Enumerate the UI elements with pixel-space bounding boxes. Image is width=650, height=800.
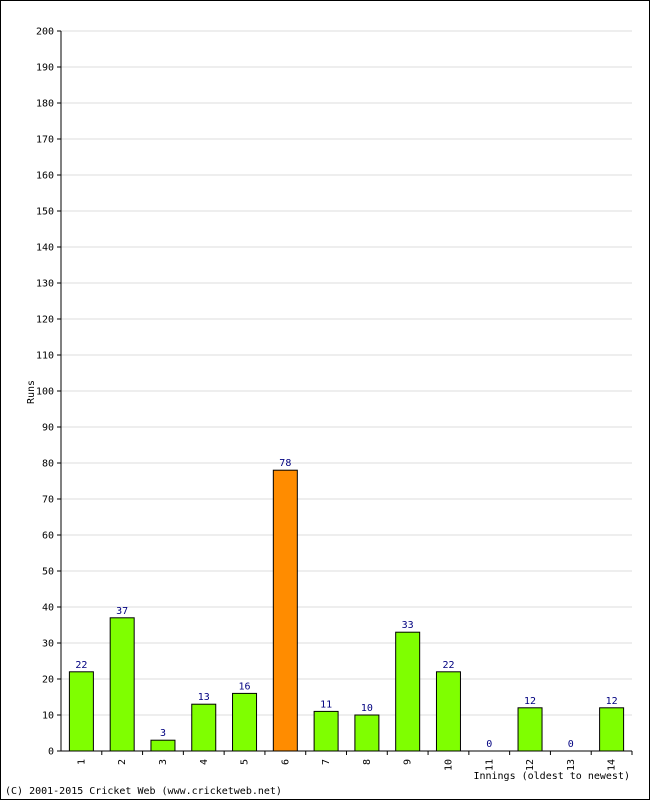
x-tick-label: 14 <box>607 759 618 771</box>
data-label: 12 <box>524 696 536 707</box>
y-tick-label: 170 <box>36 135 54 146</box>
y-tick-label: 30 <box>42 639 54 650</box>
x-tick-label: 10 <box>443 759 454 771</box>
data-label: 33 <box>402 620 414 631</box>
x-tick-label: 5 <box>240 759 251 765</box>
bar <box>435 671 461 752</box>
y-tick-label: 60 <box>42 531 54 542</box>
y-tick-label: 200 <box>36 27 54 38</box>
y-tick-label: 100 <box>36 387 54 398</box>
bar <box>599 707 625 752</box>
data-label: 37 <box>116 606 128 617</box>
bar <box>395 631 421 752</box>
x-tick-label: 3 <box>158 759 169 765</box>
bar <box>313 710 339 752</box>
y-tick-label: 20 <box>42 675 54 686</box>
y-tick-label: 140 <box>36 243 54 254</box>
data-labels: 22 37 3 13 16 78 11 10 33 22 0 12 0 12 <box>75 458 617 750</box>
bar <box>517 707 543 752</box>
x-tick-label: 12 <box>525 759 536 771</box>
x-tick-label: 4 <box>199 759 210 765</box>
bar <box>272 469 298 752</box>
grid-lines <box>61 30 632 716</box>
y-tick-label: 180 <box>36 99 54 110</box>
x-tick-labels: 1 2 3 4 5 6 7 8 9 10 11 12 13 14 <box>76 751 633 771</box>
bar <box>191 703 217 752</box>
x-tick-label: 13 <box>566 759 577 771</box>
y-tick-labels: 0 10 20 30 40 50 60 70 80 90 100 110 120 130 140 150 160… <box>36 27 61 758</box>
y-tick-label: 90 <box>42 423 54 434</box>
data-label: 16 <box>239 681 251 692</box>
y-tick-label: 0 <box>48 747 54 758</box>
x-tick-label: 7 <box>321 759 332 765</box>
bar <box>68 671 94 752</box>
data-label: 10 <box>361 703 373 714</box>
x-tick-label: 11 <box>484 759 495 771</box>
x-tick-label: 6 <box>280 759 291 765</box>
y-axis-title: Runs <box>26 380 37 404</box>
data-label: 11 <box>320 699 332 710</box>
bar <box>354 714 380 752</box>
data-label: 22 <box>75 660 87 671</box>
y-tick-label: 190 <box>36 63 54 74</box>
data-label: 0 <box>568 739 574 750</box>
bar <box>109 617 135 752</box>
bar <box>232 692 258 752</box>
y-tick-label: 160 <box>36 171 54 182</box>
bar <box>150 739 176 752</box>
copyright-text: (C) 2001-2015 Cricket Web (www.cricketwe… <box>5 786 282 797</box>
x-tick-label: 2 <box>117 759 128 765</box>
y-tick-label: 10 <box>42 711 54 722</box>
x-tick-label: 1 <box>76 759 87 765</box>
y-tick-label: 80 <box>42 459 54 470</box>
x-axis-title: Innings (oldest to newest) <box>473 771 630 782</box>
y-tick-label: 70 <box>42 495 54 506</box>
data-label: 12 <box>606 696 618 707</box>
x-tick-label: 8 <box>362 759 373 765</box>
y-tick-label: 130 <box>36 279 54 290</box>
x-tick-label: 9 <box>403 759 414 765</box>
data-label: 13 <box>198 692 210 703</box>
y-tick-label: 50 <box>42 567 54 578</box>
bars <box>68 469 625 752</box>
data-label: 78 <box>279 458 291 469</box>
y-tick-label: 40 <box>42 603 54 614</box>
data-label: 0 <box>486 739 492 750</box>
y-tick-label: 150 <box>36 207 54 218</box>
data-label: 3 <box>160 728 166 739</box>
y-tick-label: 120 <box>36 315 54 326</box>
y-tick-label: 110 <box>36 351 54 362</box>
data-label: 22 <box>442 660 454 671</box>
